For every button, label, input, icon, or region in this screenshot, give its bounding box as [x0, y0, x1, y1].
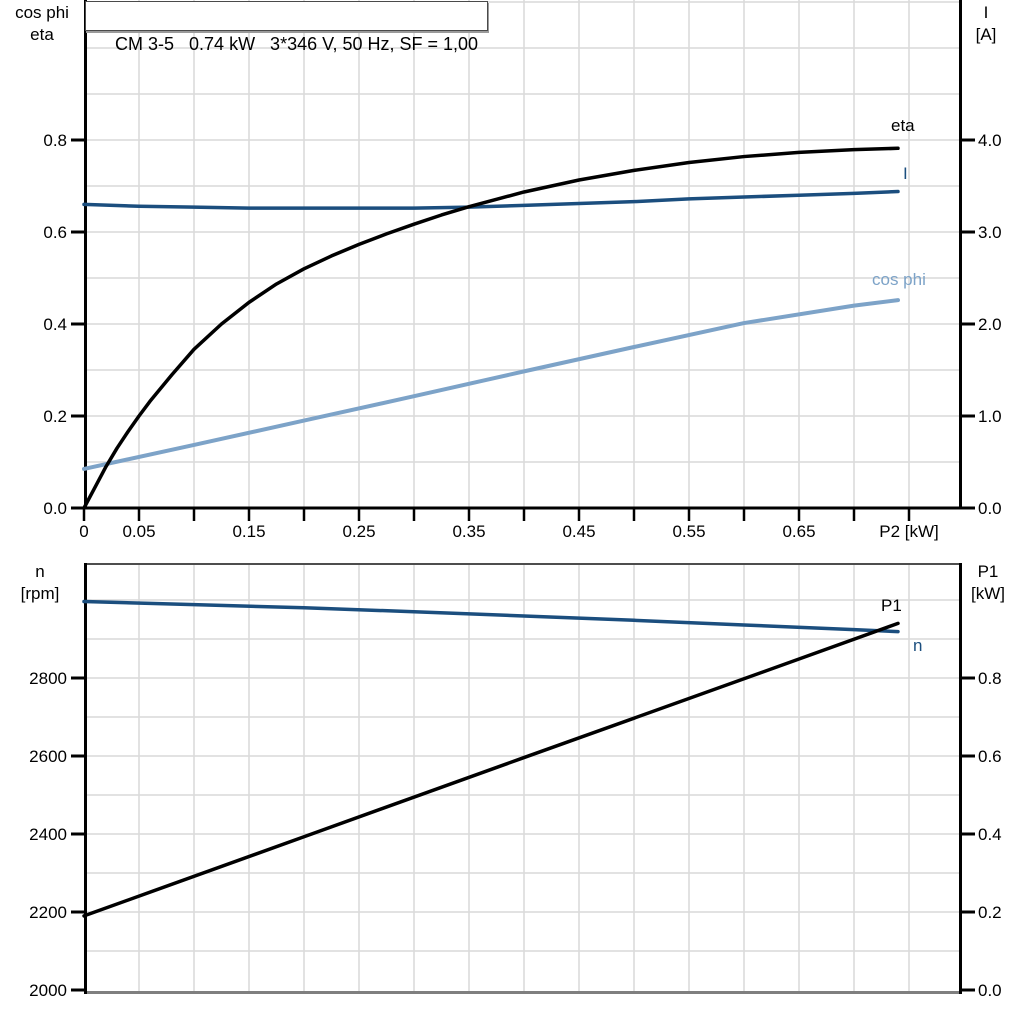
curve-current — [82, 189, 900, 210]
right-tick-label: 0.4 — [978, 825, 1002, 844]
right-tick-label: 3.0 — [978, 223, 1002, 242]
axis-title-amps-unit: [A] — [975, 25, 997, 44]
axis-title-rpm-unit: [rpm] — [20, 584, 60, 603]
x-tick-label: P2 [kW] — [879, 522, 939, 541]
x-tick-label: 0 — [79, 522, 88, 541]
left-tick-label: 2200 — [29, 903, 67, 922]
curve-label-p1: P1 — [881, 596, 902, 615]
right-tick-label: 0.0 — [978, 499, 1002, 518]
curve-n — [82, 599, 900, 634]
bottom-right-axis-title: P1 [kW] — [956, 561, 1020, 605]
curve-p1 — [82, 621, 900, 918]
x-tick-label: 0.55 — [672, 522, 705, 541]
left-tick-label: 2000 — [29, 981, 67, 1000]
curve-label-current: I — [903, 164, 908, 183]
axis-title-eta: eta — [30, 25, 54, 44]
right-tick-label: 2.0 — [978, 315, 1002, 334]
right-tick-label: 0.6 — [978, 747, 1002, 766]
left-tick-label: 0.8 — [43, 131, 67, 150]
right-tick-label: 0.8 — [978, 669, 1002, 688]
right-tick-label: 0.0 — [978, 981, 1002, 1000]
curve-eta — [82, 146, 900, 510]
axis-title-kw-unit: [kW] — [971, 584, 1005, 603]
axis-title-p1: P1 — [977, 562, 999, 581]
x-tick-label: 0.25 — [342, 522, 375, 541]
curve-label-n: n — [913, 636, 923, 655]
right-tick-label: 4.0 — [978, 131, 1002, 150]
left-tick-label: 0.0 — [43, 499, 67, 518]
top-left-axis-title: cos phi eta — [2, 2, 82, 46]
top-right-axis-title: I [A] — [954, 2, 1018, 46]
x-tick-label: 0.05 — [122, 522, 155, 541]
x-tick-label: 0.65 — [782, 522, 815, 541]
curve-label-eta: eta — [891, 116, 915, 135]
curve-cos-phi — [82, 298, 900, 471]
right-tick-label: 1.0 — [978, 407, 1002, 426]
axis-title-cos-phi: cos phi — [15, 3, 69, 22]
left-tick-label: 0.4 — [43, 315, 67, 334]
x-tick-label: 0.15 — [232, 522, 265, 541]
curve-label-cos-phi: cos phi — [872, 270, 926, 289]
left-tick-label: 2800 — [29, 669, 67, 688]
x-tick-label: 0.45 — [562, 522, 595, 541]
chart-title-box: CM 3-5 0.74 kW 3*346 V, 50 Hz, SF = 1,00 — [85, 1, 489, 54]
axis-title-current: I — [983, 3, 989, 22]
right-tick-label: 0.2 — [978, 903, 1002, 922]
left-tick-label: 2400 — [29, 825, 67, 844]
chart-title: CM 3-5 0.74 kW 3*346 V, 50 Hz, SF = 1,00 — [115, 34, 479, 54]
left-tick-label: 0.6 — [43, 223, 67, 242]
bottom-left-axis-title: n [rpm] — [0, 561, 80, 605]
left-tick-label: 0.2 — [43, 407, 67, 426]
axis-title-speed: n — [35, 562, 45, 581]
left-tick-label: 2600 — [29, 747, 67, 766]
x-tick-label: 0.35 — [452, 522, 485, 541]
